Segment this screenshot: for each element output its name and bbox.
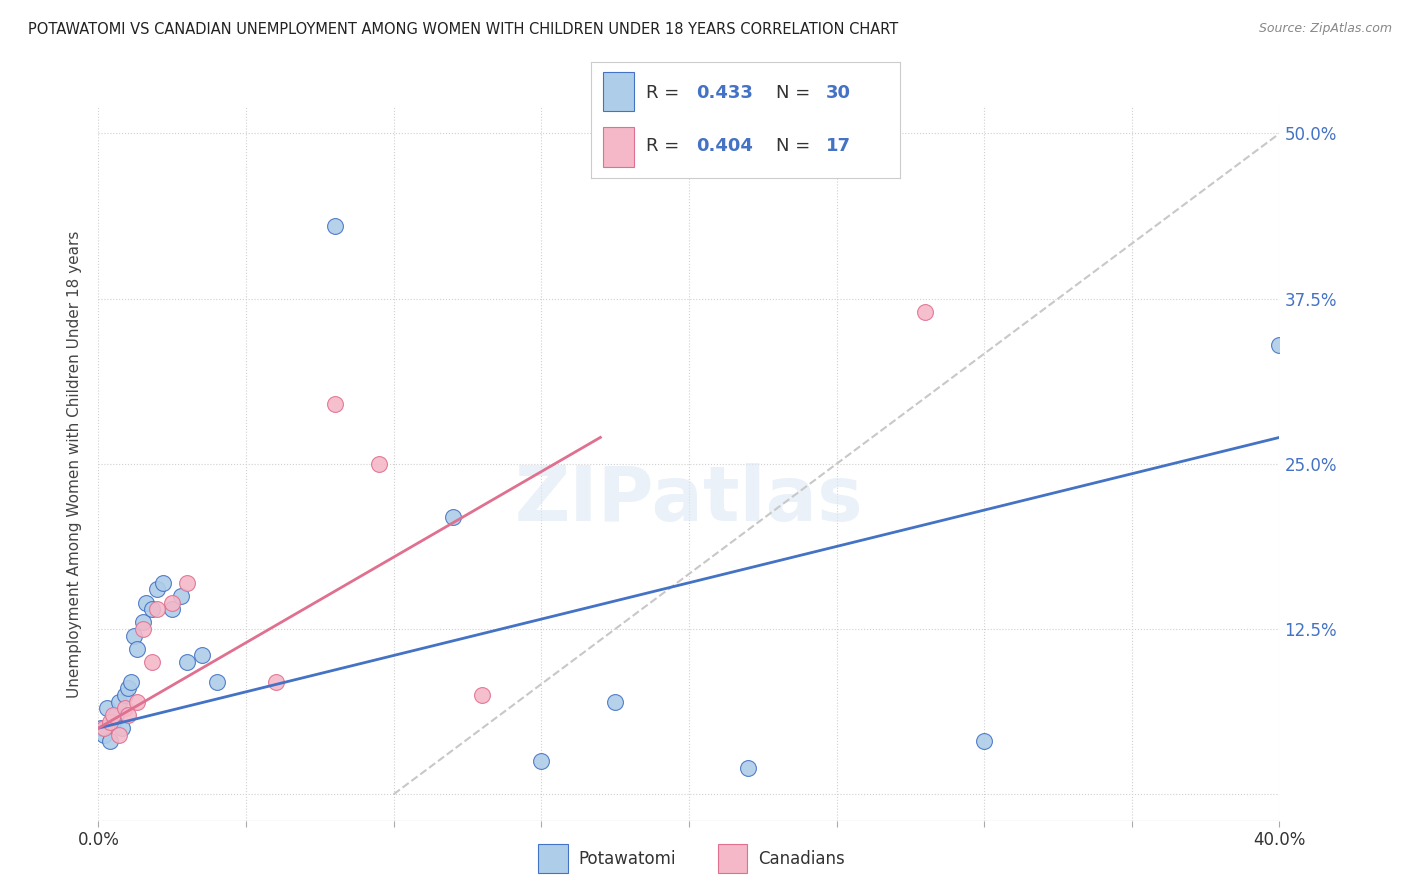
Text: N =: N = [776,137,815,155]
Text: 0.404: 0.404 [696,137,752,155]
Point [122,629,145,643]
Point [146,602,169,616]
Text: POTAWATOMI VS CANADIAN UNEMPLOYMENT AMONG WOMEN WITH CHILDREN UNDER 18 YEARS COR: POTAWATOMI VS CANADIAN UNEMPLOYMENT AMON… [28,22,898,37]
Point [146,582,169,597]
Point [90,721,112,735]
Text: 0.433: 0.433 [696,84,752,102]
Point [162,596,183,610]
Point [114,701,136,715]
Point [98,734,121,748]
Point [205,674,228,689]
Point [441,509,464,524]
Text: Potawatomi: Potawatomi [579,849,676,868]
Point [93,728,115,742]
Point [103,714,125,729]
Bar [603,128,634,167]
Point [114,688,136,702]
Text: 30: 30 [825,84,851,102]
Point [93,721,115,735]
Point [191,648,214,663]
Point [117,681,139,696]
Point [973,734,995,748]
Text: Canadians: Canadians [758,849,845,868]
Point [125,641,148,656]
Point [176,655,198,669]
Text: R =: R = [647,137,685,155]
Point [117,707,139,722]
Point [737,761,759,775]
Point [141,655,163,669]
Point [111,721,134,735]
Point [368,457,391,471]
Text: Source: ZipAtlas.com: Source: ZipAtlas.com [1258,22,1392,36]
Point [323,219,346,233]
Point [914,305,936,319]
Point [103,707,125,722]
Point [170,589,193,603]
Point [125,695,148,709]
Point [264,674,287,689]
Point [176,575,198,590]
Text: N =: N = [776,84,815,102]
Bar [538,844,568,873]
Point [141,602,163,616]
Point [96,701,118,715]
Bar [717,844,747,873]
Point [105,707,128,722]
Point [605,695,627,709]
Point [120,674,142,689]
Text: ZIPatlas: ZIPatlas [515,463,863,536]
Point [132,615,155,630]
Point [98,714,121,729]
Point [152,575,174,590]
Text: 17: 17 [825,137,851,155]
Bar [603,71,634,112]
Point [162,602,183,616]
Text: R =: R = [647,84,685,102]
Point [108,728,131,742]
Point [530,754,553,768]
Point [108,695,131,709]
Point [135,596,157,610]
Point [1268,338,1291,352]
Point [132,622,155,636]
Point [471,688,494,702]
Point [323,397,346,411]
Y-axis label: Unemployment Among Women with Children Under 18 years: Unemployment Among Women with Children U… [67,230,83,698]
